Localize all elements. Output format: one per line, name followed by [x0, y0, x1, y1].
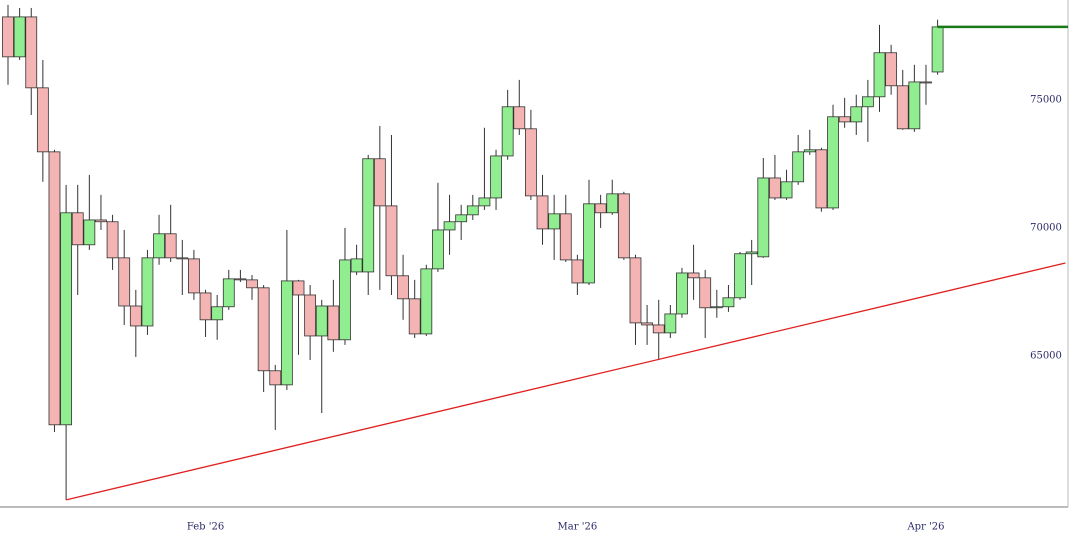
candle-body: [48, 151, 61, 426]
candle-body: [106, 221, 119, 259]
candle-body: [408, 298, 421, 335]
candle-body: [25, 16, 38, 89]
candle-body: [350, 258, 363, 273]
candle-body: [222, 278, 235, 308]
candle-body: [234, 278, 247, 281]
candle-body: [548, 213, 561, 230]
candle-body: [432, 229, 444, 270]
candle-body: [2, 16, 14, 58]
candle-body: [327, 305, 340, 341]
candle-body: [629, 257, 642, 324]
candle-body: [699, 277, 712, 309]
candle-body: [710, 306, 723, 309]
candle-body: [722, 297, 735, 308]
candle-body: [850, 106, 863, 123]
candle-body: [153, 233, 165, 259]
candle-body: [536, 195, 549, 230]
candle-body: [687, 272, 700, 279]
candle-body: [478, 197, 491, 207]
candle-body: [559, 213, 572, 261]
candle-body: [304, 294, 317, 337]
candle-body: [583, 203, 595, 284]
candle-body: [13, 16, 26, 58]
candle-body: [385, 205, 398, 277]
candle-body: [443, 221, 456, 231]
candle-body: [734, 253, 746, 299]
candle-body: [617, 193, 630, 259]
candle-body: [803, 149, 816, 153]
candle-body: [525, 128, 537, 197]
candle-body: [652, 324, 665, 334]
candle-body: [815, 149, 828, 209]
y-tick-label: 70000: [1030, 222, 1062, 233]
candle-body: [908, 81, 921, 130]
candle-body: [827, 116, 839, 209]
candle-body: [280, 280, 293, 386]
candle-body: [129, 305, 142, 327]
candle-body: [792, 151, 805, 183]
candle-body: [211, 306, 224, 321]
candle-body: [176, 257, 189, 260]
candle-body: [873, 52, 886, 98]
candle-body: [641, 322, 653, 326]
candle-body: [466, 205, 479, 216]
candle-body: [594, 203, 607, 214]
trendline: [65, 262, 1066, 501]
candle-body: [292, 280, 305, 296]
candle-body: [769, 177, 781, 199]
candle-body: [199, 292, 212, 321]
y-tick-label: 65000: [1030, 350, 1062, 361]
x-tick-label: Feb '26: [187, 522, 224, 533]
candle-body: [501, 106, 514, 157]
candle-body: [315, 305, 328, 337]
candle-body: [757, 177, 770, 258]
x-tick-label: Mar '26: [558, 522, 598, 533]
candle-body: [490, 155, 502, 199]
candle-body: [71, 212, 84, 246]
candle-body: [118, 257, 131, 307]
candle-body: [780, 181, 793, 199]
candle-body: [513, 106, 526, 130]
candle-body: [931, 26, 944, 73]
candle-body: [83, 219, 96, 246]
candle-body: [606, 193, 619, 214]
candle-body: [188, 258, 200, 294]
candle-body: [838, 116, 851, 123]
candle-body: [571, 259, 584, 284]
x-tick-label: Apr '26: [906, 522, 944, 533]
candle-body: [164, 233, 177, 259]
candle-body: [397, 275, 409, 300]
candle-body: [861, 96, 874, 108]
candle-body: [362, 158, 375, 273]
candle-body: [885, 52, 898, 87]
candle-body: [420, 268, 433, 335]
candle-body: [920, 81, 932, 84]
candle-body: [676, 272, 688, 315]
candle-body: [95, 219, 107, 223]
candle-body: [896, 85, 909, 130]
candle-body: [745, 251, 758, 255]
candle-body: [36, 87, 49, 153]
candle-body: [339, 259, 351, 341]
candle-body: [269, 370, 282, 386]
candle-body: [246, 279, 258, 289]
candle-body: [60, 212, 72, 426]
candle-body: [664, 313, 677, 334]
candle-body: [141, 257, 154, 327]
candle-body: [455, 214, 468, 223]
candle-body: [257, 287, 270, 372]
y-tick-label: 75000: [1030, 94, 1062, 105]
candle-body: [373, 158, 386, 207]
